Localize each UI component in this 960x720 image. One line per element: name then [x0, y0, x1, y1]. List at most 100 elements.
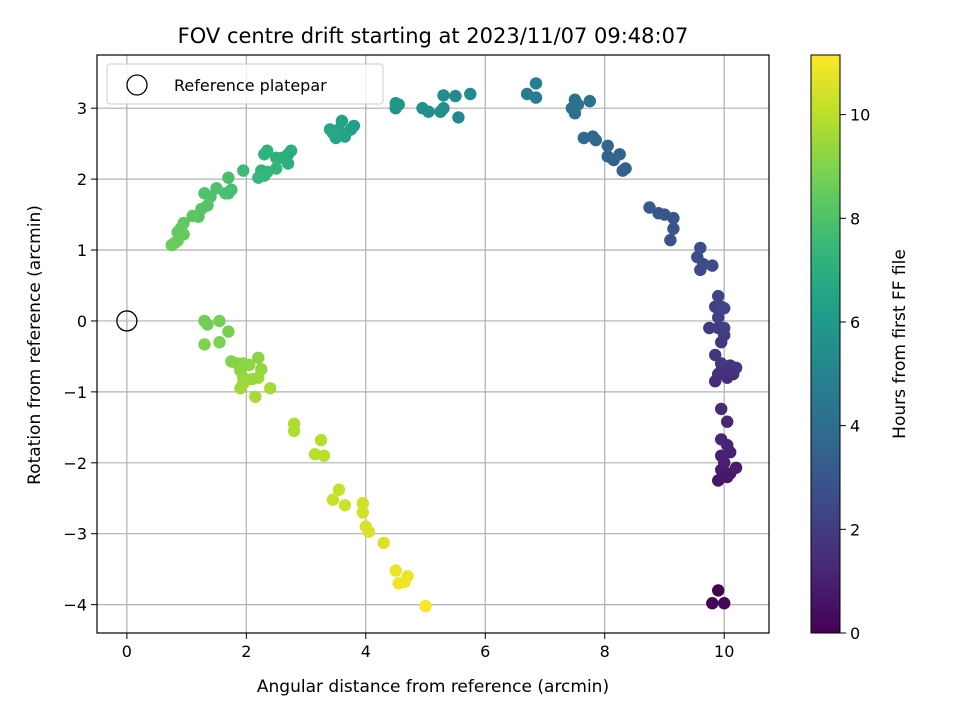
legend-label-reference: Reference platepar [174, 76, 327, 95]
data-point [356, 497, 369, 510]
legend-marker-reference [126, 74, 148, 96]
data-point [392, 577, 405, 590]
data-point [706, 259, 719, 272]
data-point [332, 483, 346, 496]
data-point [165, 238, 178, 252]
y-tick-label: −1 [63, 383, 87, 402]
data-point [213, 314, 226, 328]
data-point [281, 157, 295, 170]
data-point [616, 164, 629, 177]
data-point [577, 131, 590, 145]
x-axis-label: Angular distance from reference (arcmin) [257, 677, 609, 697]
data-point [529, 77, 543, 90]
data-point [258, 148, 271, 161]
colorbar-tick-label: 4 [850, 417, 860, 436]
axis-ticks: 0 2 4 6 8 10 −4 −3 −2 −1 0 1 2 3 [63, 99, 734, 661]
data-point [416, 102, 429, 115]
reference-marker [116, 310, 138, 332]
data-point [338, 499, 352, 512]
data-point [449, 89, 462, 103]
data-point [389, 97, 402, 110]
data-point [186, 209, 199, 223]
y-tick-label: 3 [77, 99, 87, 118]
data-point [652, 207, 665, 220]
data-point [237, 164, 250, 177]
data-point [718, 321, 731, 335]
data-point [252, 171, 265, 184]
data-point [362, 525, 375, 538]
data-point [718, 302, 731, 315]
data-point [709, 348, 722, 362]
data-point [270, 151, 283, 164]
legend: Reference platepar [106, 63, 384, 105]
data-point [317, 449, 331, 462]
data-point [198, 338, 211, 351]
data-point [356, 506, 369, 519]
data-point [464, 87, 477, 101]
data-point [437, 89, 450, 102]
colorbar [810, 54, 841, 634]
data-point [287, 424, 301, 438]
data-point [667, 222, 680, 235]
data-point [222, 171, 235, 184]
data-point [664, 233, 677, 247]
data-point [264, 382, 277, 395]
data-point [715, 433, 728, 446]
x-tick-label: 6 [480, 642, 490, 661]
x-tick-label: 10 [714, 642, 734, 661]
data-point [452, 111, 465, 124]
colorbar-tick-label: 8 [850, 209, 860, 228]
data-point [198, 187, 211, 200]
y-tick-label: 0 [77, 312, 87, 331]
data-point [706, 597, 719, 610]
data-point [252, 351, 265, 364]
data-point [721, 415, 734, 428]
data-point [715, 402, 728, 416]
colorbar-tick-label: 6 [850, 313, 860, 332]
y-tick-label: −2 [63, 454, 87, 473]
data-point [314, 433, 328, 447]
x-tick-label: 4 [361, 642, 371, 661]
colorbar-label: Hours from first FF file [890, 249, 910, 439]
data-point [712, 289, 725, 303]
data-point [703, 321, 716, 335]
colorbar-tick-label: 0 [850, 624, 860, 643]
data-point [571, 98, 585, 111]
data-point [201, 318, 214, 331]
data-point [434, 105, 447, 118]
chart-title: FOV centre drift starting at 2023/11/07 … [178, 24, 689, 48]
data-point [326, 493, 340, 506]
x-tick-label: 2 [241, 642, 251, 661]
data-point [222, 325, 235, 338]
data-point [520, 87, 534, 101]
data-point [601, 139, 614, 152]
y-tick-label: −3 [63, 525, 87, 544]
data-point [377, 536, 390, 550]
data-point [718, 597, 731, 610]
data-point [613, 148, 626, 161]
data-point [249, 390, 262, 403]
grid-lines [97, 55, 769, 633]
data-point [270, 162, 283, 175]
data-point [601, 150, 614, 163]
colorbar-ticks: 0 2 4 6 8 10 [840, 106, 870, 643]
colorbar-tick-label: 2 [850, 520, 860, 539]
data-point [213, 336, 226, 349]
data-point [252, 371, 265, 384]
data-point [694, 241, 707, 255]
data-point [583, 94, 596, 108]
y-tick-label: −4 [63, 596, 87, 615]
data-point [326, 126, 340, 140]
data-point [389, 564, 402, 577]
x-tick-label: 8 [600, 642, 610, 661]
plot-frame [96, 54, 770, 634]
data-point [712, 311, 725, 324]
y-axis-label: Rotation from reference (arcmin) [25, 205, 45, 485]
data-point [234, 382, 247, 395]
data-point [729, 461, 743, 474]
x-tick-label: 0 [122, 642, 132, 661]
data-point [643, 201, 656, 214]
data-points [116, 77, 743, 613]
data-point [419, 599, 432, 613]
